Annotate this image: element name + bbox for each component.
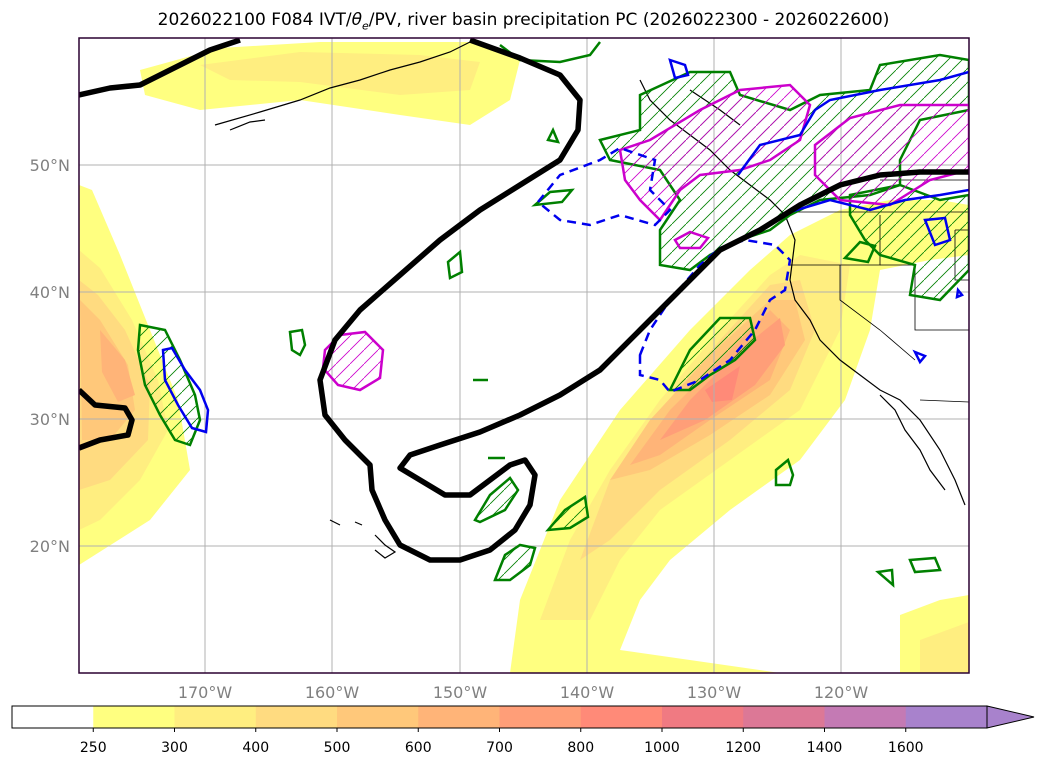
colorbar-tick-label: 300 [161, 740, 188, 756]
colorbar-swatch-below [12, 706, 94, 728]
map-frame [78, 37, 970, 674]
colorbar-swatch [418, 706, 500, 728]
lon-tick-labels: 170°W 160°W 150°W 140°W 130°W 120°W [178, 683, 869, 702]
lat-label-40: 40°N [30, 283, 70, 302]
colorbar-swatch [743, 706, 825, 728]
ivt-fill-ar [510, 200, 969, 673]
blue-contours [161, 58, 969, 434]
colorbar-tick-label: 700 [486, 740, 513, 756]
lon-label-160w: 160°W [305, 683, 360, 702]
colorbar-labels: 250 300 400 500 600 700 800 1000 1200 1400 1600 [80, 728, 924, 756]
colorbar-swatch [255, 706, 338, 728]
colorbar: 250 300 400 500 600 700 800 1000 1200 1400 1600 [11, 705, 1035, 756]
ivt-fill-north [140, 42, 520, 125]
minor-green-segments [473, 378, 505, 460]
lat-label-20: 20°N [30, 537, 70, 556]
colorbar-swatch [662, 706, 744, 728]
lat-tick-labels: 20°N 30°N 40°N 50°N [30, 156, 70, 556]
colorbar-swatches [12, 706, 988, 728]
lat-label-30: 30°N [30, 410, 70, 429]
lon-label-120w: 120°W [814, 683, 869, 702]
colorbar-tick-label: 250 [80, 740, 107, 756]
colorbar-swatch [824, 706, 907, 728]
colorbar-tick-label: 400 [242, 740, 269, 756]
colorbar-swatch [905, 706, 988, 728]
colorbar-tick-label: 800 [567, 740, 594, 756]
ivt-black-contour [79, 38, 969, 563]
lon-label-140w: 140°W [560, 683, 615, 702]
colorbar-tick-label: 1600 [888, 740, 924, 756]
colorbar-tick-label: 500 [324, 740, 351, 756]
lon-label-130w: 130°W [687, 683, 742, 702]
lon-label-170w: 170°W [178, 683, 233, 702]
colorbar-tick-label: 600 [405, 740, 432, 756]
colorbar-swatch [580, 706, 663, 728]
colorbar-extend-arrow [986, 705, 1035, 729]
chart-title: 2026022100 F084 IVT/θe/PV, river basin p… [157, 10, 890, 33]
colorbar-tick-label: 1000 [644, 740, 680, 756]
colorbar-swatch [174, 706, 257, 728]
ivt-fill-west [79, 185, 190, 565]
colorbar-swatch [499, 706, 582, 728]
lat-label-50: 50°N [30, 156, 70, 175]
colorbar-tick-label: 1200 [725, 740, 761, 756]
lon-label-150w: 150°W [433, 683, 488, 702]
colorbar-swatch [337, 706, 419, 728]
colorbar-tick-label: 1400 [807, 740, 843, 756]
colorbar-swatch [93, 706, 175, 728]
